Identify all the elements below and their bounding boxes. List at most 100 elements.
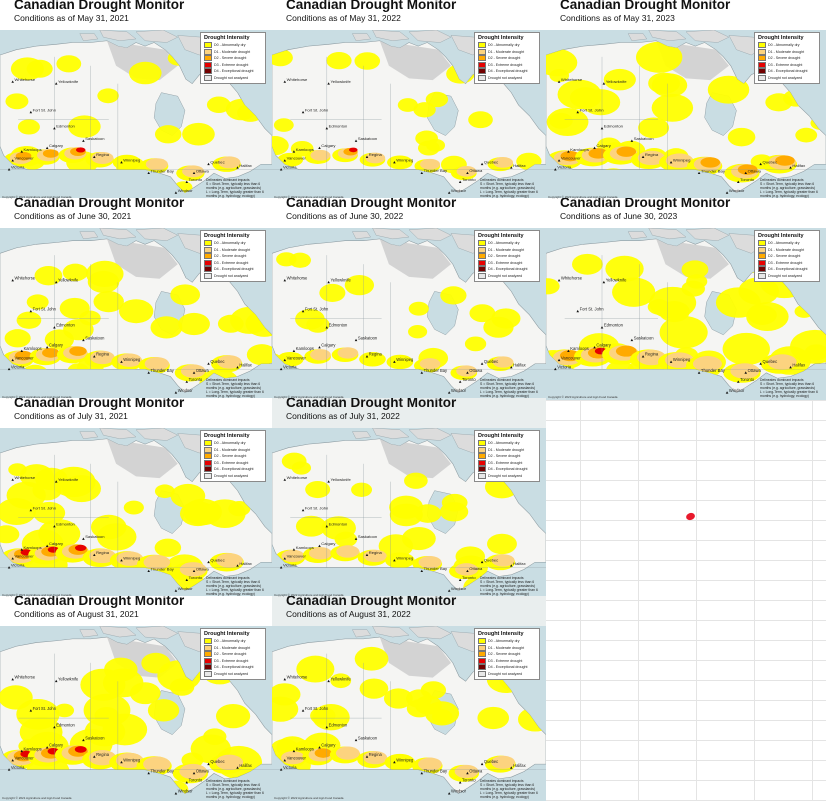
- city-label: Quebec: [484, 159, 498, 164]
- city-marker: [174, 191, 178, 194]
- city-label: Kamloops: [296, 346, 314, 351]
- city-label: Windsor: [178, 388, 194, 393]
- city-marker: [466, 569, 469, 573]
- impacts-text: Delineates dominant impacts: [480, 576, 524, 580]
- impacts-text: S = Short-Term, typically less than 6 mo…: [206, 783, 262, 791]
- city-marker: [602, 82, 606, 85]
- city-marker: [593, 146, 596, 149]
- drought-area-d0: [312, 704, 350, 731]
- map-title: Canadian Drought Monitor: [286, 596, 457, 608]
- legend-item: D4 - Exceptional drought: [758, 68, 816, 75]
- drought-area-d0: [33, 501, 66, 524]
- drought-area-d1: [337, 347, 359, 359]
- city-label: Windsor: [451, 586, 467, 591]
- city-marker: [759, 162, 762, 166]
- city-marker: [567, 349, 570, 353]
- city-marker: [283, 557, 287, 560]
- not-analyzed-area: [106, 238, 178, 279]
- legend-label: Drought not analyzed: [768, 75, 803, 80]
- city-marker: [174, 792, 178, 795]
- city-marker: [7, 168, 11, 171]
- city-label: Victoria: [557, 364, 572, 369]
- map-title: Canadian Drought Monitor: [14, 0, 185, 12]
- drought-area-d0: [94, 706, 119, 725]
- legend-label: D3 - Extreme drought: [214, 62, 249, 67]
- drought-area-d1: [117, 353, 142, 367]
- drought-layer: [272, 49, 542, 193]
- legend-swatch: [478, 453, 486, 460]
- copyright-note: Copyright © 2021 Agriculture and Agri-Fo…: [2, 796, 72, 800]
- drought-area-d0: [319, 283, 346, 302]
- drought-legend: Drought Intensity D0 - Abnormally dry D1 -…: [200, 628, 266, 680]
- legend-swatch: [758, 272, 766, 279]
- city-label: Kamloops: [570, 346, 589, 351]
- city-label: Calgary: [49, 743, 64, 748]
- copyright-note: Copyright © 2021 Agriculture and Agri-Fo…: [2, 395, 72, 399]
- drought-area-d0: [469, 304, 496, 323]
- city-marker: [318, 544, 321, 547]
- legend-title: Drought Intensity: [204, 433, 250, 439]
- legend-swatch: [758, 68, 766, 75]
- city-marker: [301, 309, 305, 313]
- city-marker: [641, 355, 645, 358]
- panel-header: Canadian Drought Monitor Conditions as of…: [0, 0, 272, 30]
- drought-area-d0: [38, 519, 81, 549]
- drought-map-panel: Canadian Drought Monitor Conditions as of…: [272, 596, 546, 801]
- city-label: Regina: [96, 152, 110, 157]
- impacts-text: S = Short-Term, typically less than 6 mo…: [206, 382, 262, 390]
- city-marker: [147, 569, 150, 573]
- legend-swatch: [478, 74, 486, 81]
- city-marker: [510, 564, 513, 567]
- city-marker: [327, 82, 330, 85]
- city-marker: [29, 709, 33, 712]
- drought-area-d0: [636, 41, 683, 73]
- impacts-text: S = Short-Term, typically less than 6 mo…: [480, 382, 536, 390]
- city-label: Kamloops: [570, 147, 589, 152]
- city-marker: [697, 371, 701, 374]
- legend-label: D1 - Moderate drought: [214, 247, 251, 252]
- drought-area-d0: [150, 316, 183, 339]
- arctic-island: [408, 428, 452, 441]
- legend-label: D0 - Abnormally dry: [768, 241, 800, 246]
- city-label: Halifax: [239, 763, 252, 768]
- city-label: Victoria: [11, 563, 25, 568]
- legend-item: D2 - Severe drought: [478, 253, 536, 260]
- city-marker: [11, 159, 14, 162]
- legend-swatch: [478, 651, 486, 658]
- drought-area-d0: [468, 111, 493, 129]
- legend-title: Drought Intensity: [478, 631, 524, 637]
- arctic-island: [372, 428, 410, 439]
- city-label: Vancouver: [287, 554, 307, 559]
- city-label: Vancouver: [15, 756, 35, 761]
- legend-swatch: [204, 466, 212, 473]
- impacts-legend: Delineates dominant impacts S = Short-Ter…: [760, 378, 822, 398]
- city-label: Calgary: [49, 541, 64, 546]
- drought-area-d1: [767, 354, 797, 370]
- drought-legend: Drought Intensity D0 - Abnormally dry D1 -…: [474, 430, 540, 482]
- legend-item: D1 - Moderate drought: [204, 644, 262, 652]
- city-marker: [697, 171, 701, 175]
- city-marker: [447, 589, 451, 592]
- drought-area-d1: [218, 156, 241, 169]
- drought-area-d0: [765, 93, 793, 112]
- city-marker: [736, 180, 740, 183]
- impacts-text: L = Long-Term, typically greater than 6 …: [760, 190, 818, 198]
- drought-area-d0: [351, 482, 373, 497]
- drought-area-d0: [746, 302, 789, 331]
- city-label: Regina: [369, 550, 383, 555]
- legend-swatch: [758, 74, 766, 81]
- legend-swatch: [478, 259, 486, 266]
- city-label: Saskatoon: [358, 534, 377, 539]
- city-label: Kamloops: [296, 147, 314, 152]
- city-marker: [82, 338, 85, 342]
- city-label: Calgary: [321, 143, 336, 148]
- city-marker: [557, 80, 561, 83]
- legend-swatch: [204, 253, 212, 260]
- impacts-legend: Delineates dominant impacts S = Short-Ter…: [206, 378, 268, 398]
- drought-area-d0: [0, 498, 36, 526]
- drought-area-d2: [15, 151, 32, 161]
- drought-area-d3: [74, 544, 87, 551]
- arctic-island: [135, 428, 179, 441]
- drought-area-d1: [91, 151, 114, 164]
- city-label: Saskatoon: [85, 534, 104, 539]
